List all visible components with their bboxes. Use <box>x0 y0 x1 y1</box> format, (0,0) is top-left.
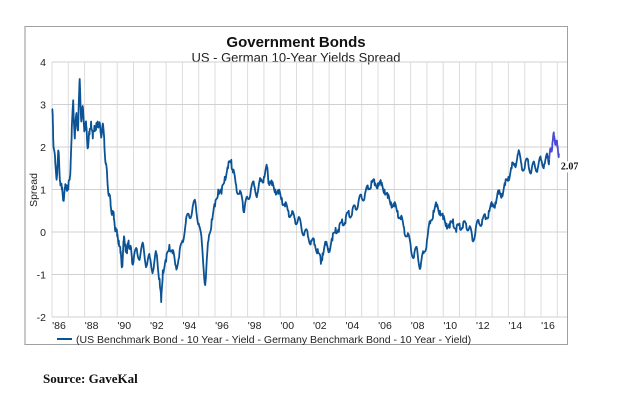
y-tick-label: 2 <box>40 142 46 154</box>
x-tick-label: '96 <box>215 320 229 332</box>
x-tick-label: '06 <box>378 320 392 332</box>
y-tick-label: 4 <box>40 57 46 69</box>
series-line-spread <box>51 78 551 304</box>
grid <box>51 61 567 318</box>
x-tick-label: '04 <box>346 320 360 332</box>
end-value-label: 2.07 <box>561 161 579 172</box>
x-tick-label: '98 <box>248 320 262 332</box>
y-tick-label: 1 <box>40 185 46 197</box>
x-tick-label: '90 <box>117 320 131 332</box>
y-tick-label: -2 <box>37 312 46 324</box>
x-tick-label: '02 <box>313 320 327 332</box>
x-tick-label: '94 <box>183 320 197 332</box>
x-tick-label: '00 <box>280 320 294 332</box>
x-axis-ticks: '86 '88 '90 '92 '94 '96 '98 '00 '02 '04 '06 '08 '10 '… <box>52 320 555 332</box>
x-tick-label: '10 <box>443 320 457 332</box>
x-tick-label: '88 <box>85 320 99 332</box>
y-tick-label: 0 <box>40 227 46 239</box>
series-line-recent <box>548 131 560 160</box>
annotations: 2.07 <box>559 161 580 173</box>
x-tick-label: '12 <box>476 320 490 332</box>
x-tick-label: '08 <box>411 320 425 332</box>
x-tick-label: '86 <box>52 320 66 332</box>
legend-label: (US Benchmark Bond - 10 Year - Yield - G… <box>76 334 471 346</box>
y-axis-ticks: 4 3 2 1 0 -1 -2 <box>37 57 47 324</box>
chart-title: Government Bonds <box>226 34 365 51</box>
x-tick-label: '14 <box>509 320 523 332</box>
x-tick-label: '16 <box>541 320 555 332</box>
y-tick-label: -1 <box>37 270 46 282</box>
y-axis-label: Spread <box>28 173 40 207</box>
legend: (US Benchmark Bond - 10 Year - Yield - G… <box>57 334 471 346</box>
end-value-label-bg <box>559 161 580 173</box>
chart-subtitle: US - German 10-Year Yields Spread <box>191 50 400 65</box>
y-tick-label: 3 <box>40 100 46 112</box>
series-lines <box>51 78 560 304</box>
source-note: Source: GaveKal <box>43 371 138 386</box>
x-tick-label: '92 <box>150 320 164 332</box>
